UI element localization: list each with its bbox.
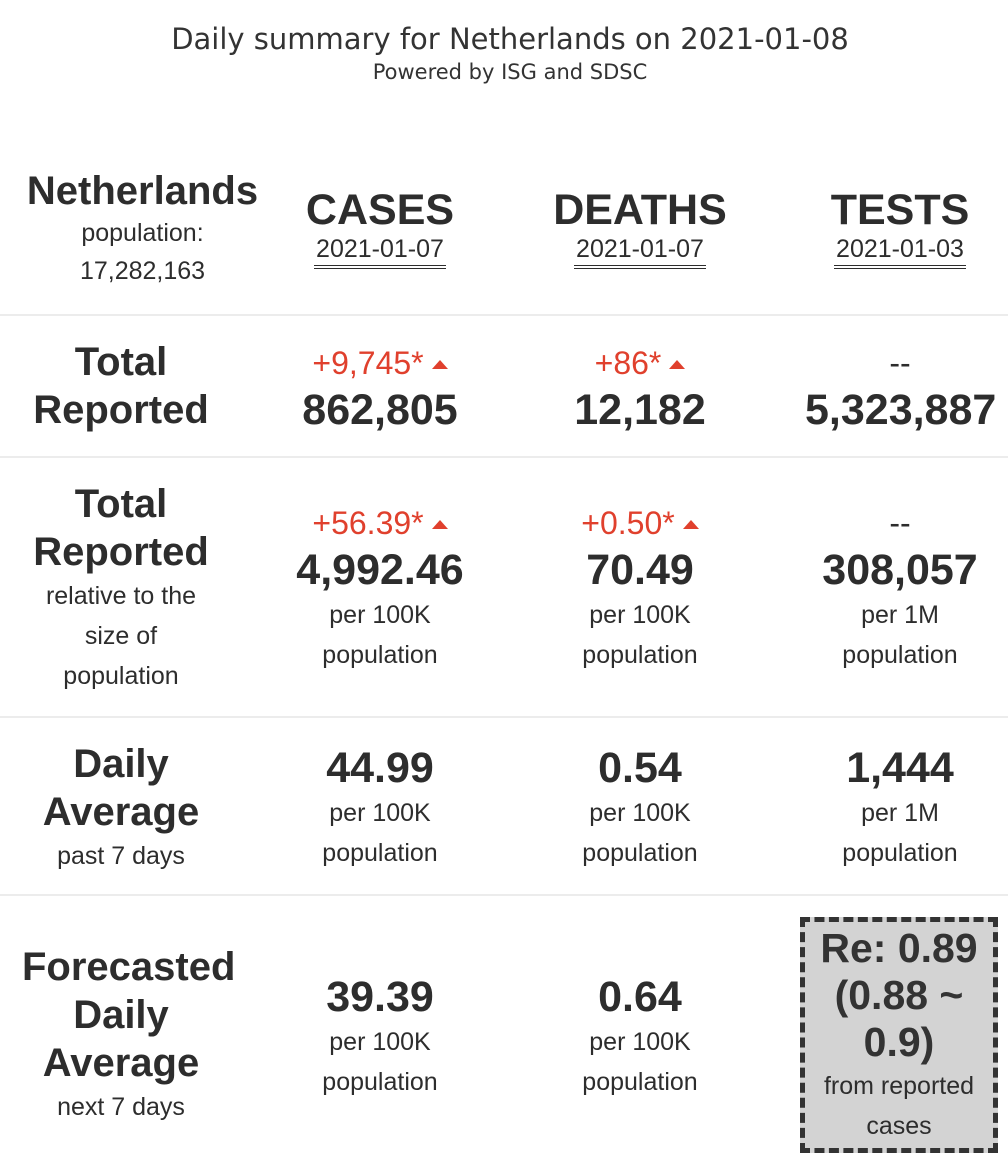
deaths-date: 2021-01-07	[574, 234, 706, 269]
unit-label: per 100K	[589, 601, 691, 629]
tests-column-header: TESTS 2021-01-03	[805, 186, 995, 269]
row-label-line: Forecasted	[22, 945, 236, 989]
total-tests-cell: -- 5,323,887	[805, 341, 997, 435]
relative-label: Total Reported relative to the size of p…	[10, 480, 232, 696]
unit-label: per 100K	[589, 1028, 691, 1056]
row-divider	[0, 716, 1008, 718]
unit-label: population	[322, 1068, 438, 1096]
row-divider	[0, 894, 1008, 896]
re-range: 0.9)	[863, 1019, 935, 1065]
tests-delta: --	[889, 345, 911, 381]
unit-label: per 1M	[861, 799, 939, 827]
total-cases-value: 862,805	[302, 386, 458, 434]
cases-date: 2021-01-07	[314, 234, 446, 269]
row-label-line: Daily	[73, 742, 169, 786]
row-sublabel: relative to the	[45, 582, 197, 610]
row-sublabel: next 7 days	[57, 1093, 185, 1121]
deaths-column-header: DEATHS 2021-01-07	[545, 186, 735, 269]
deaths-heading: DEATHS	[553, 186, 727, 234]
row-label-line: Total	[74, 340, 168, 384]
cases-heading: CASES	[305, 186, 455, 234]
row-sublabel: past 7 days	[57, 842, 185, 870]
deaths-delta: +86*	[545, 341, 735, 385]
total-reported-label: Total Reported	[10, 338, 232, 434]
row-label-line: Average	[42, 790, 200, 834]
up-triangle-icon	[431, 520, 448, 529]
relative-tests-cell: -- 308,057 per 1M population	[805, 501, 995, 675]
up-triangle-icon	[669, 360, 686, 369]
relative-cases-value: 4,992.46	[296, 546, 464, 594]
daily-deaths-cell: 0.54 per 100K population	[545, 743, 735, 873]
deaths-delta: +0.50*	[545, 501, 735, 545]
forecast-cases-value: 39.39	[326, 973, 434, 1021]
re-note: cases	[866, 1112, 932, 1140]
unit-label: population	[582, 1068, 698, 1096]
re-value: Re: 0.89	[820, 925, 978, 971]
row-label-line: Daily	[73, 993, 169, 1037]
daily-average-label: Daily Average past 7 days	[10, 740, 232, 876]
row-label-line: Total	[74, 482, 168, 526]
unit-label: per 100K	[329, 1028, 431, 1056]
tests-date: 2021-01-03	[834, 234, 966, 269]
total-deaths-cell: +86* 12,182	[545, 341, 735, 435]
page-subtitle: Powered by ISG and SDSC	[372, 60, 648, 84]
unit-label: population	[582, 641, 698, 669]
unit-label: per 1M	[861, 601, 939, 629]
row-label-line: Reported	[33, 388, 209, 432]
cases-delta: +9,745*	[285, 341, 475, 385]
forecast-label-rest: Daily Average next 7 days	[10, 991, 232, 1127]
forecast-deaths-value: 0.64	[598, 973, 682, 1021]
daily-cases-cell: 44.99 per 100K population	[285, 743, 475, 873]
up-triangle-icon	[682, 520, 699, 529]
row-label-line: Average	[42, 1041, 200, 1085]
total-tests-value: 5,323,887	[805, 386, 997, 434]
unit-label: per 100K	[329, 799, 431, 827]
total-cases-cell: +9,745* 862,805	[285, 341, 475, 435]
country-name: Netherlands	[26, 169, 259, 213]
country-header: Netherlands population: 17,282,163	[10, 168, 275, 290]
daily-cases-value: 44.99	[326, 744, 434, 792]
relative-deaths-value: 70.49	[586, 546, 694, 594]
unit-label: per 100K	[589, 799, 691, 827]
tests-delta: --	[889, 505, 911, 541]
unit-label: population	[322, 641, 438, 669]
relative-deaths-cell: +0.50* 70.49 per 100K population	[545, 501, 735, 675]
row-sublabel: size of	[84, 622, 158, 650]
cases-column-header: CASES 2021-01-07	[285, 186, 475, 269]
cases-delta: +56.39*	[285, 501, 475, 545]
page-header: Daily summary for Netherlands on 2021-01…	[0, 20, 1008, 86]
population-value: 17,282,163	[79, 257, 206, 285]
daily-deaths-value: 0.54	[598, 744, 682, 792]
row-sublabel: population	[63, 662, 179, 690]
unit-label: population	[842, 641, 958, 669]
unit-label: population	[842, 839, 958, 867]
population-label: population:	[81, 219, 204, 247]
unit-label: population	[582, 839, 698, 867]
tests-heading: TESTS	[830, 186, 970, 234]
daily-tests-cell: 1,444 per 1M population	[805, 743, 995, 873]
re-range: (0.88 ~	[834, 972, 964, 1018]
row-divider	[0, 314, 1008, 316]
forecast-cases-cell: 39.39 per 100K population	[285, 972, 475, 1102]
relative-tests-value: 308,057	[822, 546, 978, 594]
forecast-label: Forecasted	[10, 943, 275, 991]
page-title: Daily summary for Netherlands on 2021-01…	[171, 22, 849, 56]
unit-label: population	[322, 839, 438, 867]
relative-cases-cell: +56.39* 4,992.46 per 100K population	[285, 501, 475, 675]
re-note: from reported	[823, 1072, 975, 1100]
up-triangle-icon	[431, 360, 448, 369]
unit-label: per 100K	[329, 601, 431, 629]
forecast-deaths-cell: 0.64 per 100K population	[545, 972, 735, 1102]
daily-tests-value: 1,444	[846, 744, 954, 792]
re-estimate-box: Re: 0.89 (0.88 ~ 0.9) from reported case…	[800, 917, 998, 1153]
row-label-line: Reported	[33, 530, 209, 574]
row-divider	[0, 456, 1008, 458]
total-deaths-value: 12,182	[574, 386, 706, 434]
